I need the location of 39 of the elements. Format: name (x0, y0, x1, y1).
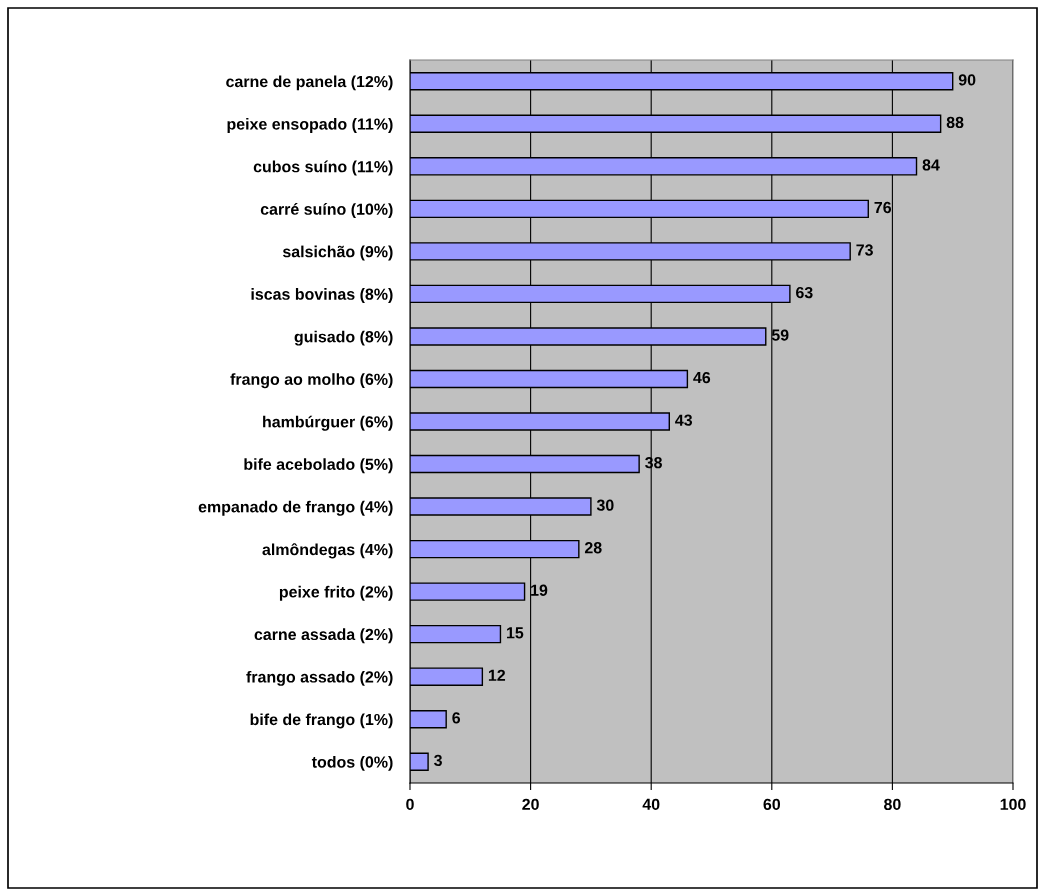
y-tick-label: carne assada (2%) (254, 628, 393, 644)
data-label: 88 (946, 116, 964, 129)
x-tick-label: 40 (642, 798, 660, 811)
x-tick-label: 80 (884, 798, 901, 811)
data-label: 63 (796, 286, 813, 299)
y-tick-label: hambúrguer (6%) (263, 415, 393, 431)
data-label: 19 (531, 584, 548, 596)
data-label: 3 (434, 754, 442, 767)
y-tick-label: frango assado (2%) (246, 670, 393, 686)
y-tick-label: bife de frango (1%) (250, 713, 393, 729)
y-tick-label: iscas bovinas (8%) (251, 288, 393, 304)
y-tick-label: carré suíno (10%) (260, 203, 393, 219)
x-tick-label: 60 (763, 798, 781, 811)
x-tick-label: 100 (1000, 798, 1026, 811)
x-tick-label: 0 (406, 798, 414, 811)
data-label: 28 (584, 542, 602, 554)
data-label: 30 (596, 499, 614, 511)
y-tick-label: bife acebolado (5%) (244, 458, 393, 474)
y-tick-label: todos (0%) (311, 755, 393, 771)
data-label: 59 (771, 329, 789, 341)
y-tick-label: empanado de frango (4%) (198, 500, 393, 516)
data-label: 73 (856, 244, 873, 256)
data-label: 90 (958, 74, 976, 86)
data-label: 84 (922, 159, 940, 171)
x-tick-label: 20 (522, 798, 539, 811)
y-tick-label: salsichão (9%) (282, 245, 393, 261)
data-label: 76 (874, 201, 892, 214)
y-tick-label: frango ao molho (6%) (230, 373, 393, 389)
data-label: 43 (675, 414, 693, 426)
y-tick-label: peixe frito (2%) (279, 585, 393, 601)
data-label: 46 (693, 371, 711, 384)
y-tick-label: almôndegas (4%) (262, 543, 393, 559)
y-tick-label: guisado (8%) (294, 330, 393, 346)
y-tick-label: peixe ensopado (11%) (227, 118, 393, 133)
data-label: 15 (507, 627, 524, 639)
y-tick-label: cubos suíno (11%) (253, 160, 393, 176)
data-label: 6 (452, 712, 461, 724)
data-label: 12 (488, 669, 506, 681)
y-tick-label: carne de panela (12%) (226, 75, 393, 91)
